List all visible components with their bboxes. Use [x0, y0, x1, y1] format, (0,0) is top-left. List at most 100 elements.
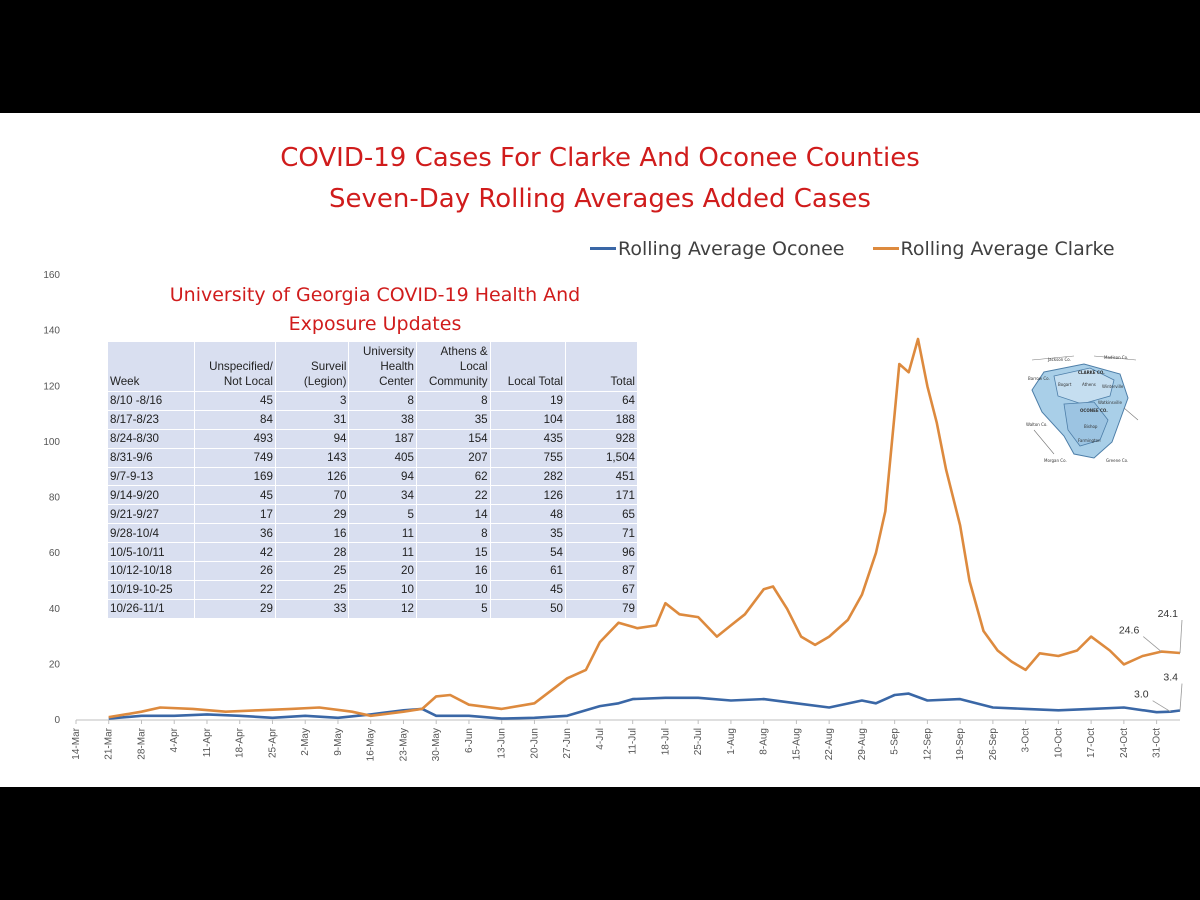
x-tick-label: 2-May: [300, 728, 311, 756]
count-cell: 31: [275, 409, 350, 430]
data-label: 24.1: [1158, 608, 1179, 620]
count-cell: 8: [416, 523, 491, 543]
y-tick-label: 100: [43, 437, 60, 448]
count-cell: 207: [416, 447, 491, 468]
county-map: Jackson Co. Madison Co. Barrow Co. CLARK…: [1024, 350, 1140, 468]
map-oconee-shape: [1063, 401, 1109, 447]
uga-table-header-cell: University Health Center: [348, 342, 417, 392]
data-label-leader: [1143, 636, 1162, 652]
count-cell: 42: [194, 542, 276, 562]
table-row: 9/21-9/27 17 29 5 14 48 65: [108, 504, 639, 524]
uga-table-header-cell: Surveil (Legion): [275, 342, 350, 392]
x-tick-label: 19-Sep: [955, 728, 966, 761]
uga-table-header-text: Surveil: [311, 360, 347, 373]
count-cell: 22: [416, 485, 491, 505]
map-label-morgan: Morgan Co.: [1044, 458, 1067, 463]
week-cell: 10/12-10/18: [108, 561, 195, 581]
count-cell: 20: [348, 561, 417, 581]
table-row: 9/28-10/4 36 16 11 8 35 71: [108, 523, 639, 543]
line-chart: 0 20 40 60 80 100 120 140 160 14-Mar 21-Mar 28-Mar…: [43, 270, 1183, 761]
count-cell: 5: [416, 598, 491, 618]
data-label: 3.0: [1134, 689, 1149, 701]
count-cell: 11: [348, 542, 417, 562]
count-cell: 16: [275, 523, 350, 543]
data-label-leader: [1179, 683, 1183, 711]
legend-item-oconee: Rolling Average Oconee: [590, 238, 844, 260]
count-cell: 50: [490, 598, 566, 618]
map-label-watkinsville: Watkinsville: [1098, 400, 1122, 405]
series-layer: [108, 337, 1181, 720]
x-tick-label: 5-Sep: [890, 728, 901, 755]
y-tick-label: 40: [49, 604, 61, 615]
map-label-winterville: Winterville: [1102, 384, 1124, 389]
legend-label-oconee: Rolling Average Oconee: [618, 237, 845, 260]
x-tick-label: 18-Apr: [235, 727, 246, 758]
count-cell: 94: [348, 466, 417, 486]
uga-table-header: Week Unspecified/Not Local Surveil (Legion)…: [108, 342, 639, 392]
week-cell: 8/24-8/30: [108, 428, 195, 449]
x-tick-label: 10-Oct: [1053, 728, 1064, 758]
x-tick-label: 25-Jul: [693, 728, 704, 755]
week-cell: 8/10 -8/16: [108, 391, 195, 411]
count-cell: 38: [348, 409, 417, 430]
x-tick-label: 23-May: [398, 728, 409, 761]
x-tick-label: 1-Aug: [726, 728, 737, 755]
y-tick-label: 120: [43, 381, 60, 392]
x-tick-label: 29-Aug: [857, 728, 868, 760]
uga-table-body: 8/10 -8/16 45 3 8 8 19 64 8/17-8/23 84 31 38 35 104 1…: [108, 391, 639, 618]
x-tick-label: 11-Apr: [202, 727, 213, 757]
count-cell: 45: [194, 391, 276, 411]
map-label-jackson: Jackson Co.: [1047, 357, 1071, 362]
count-cell: 451: [565, 466, 639, 486]
count-cell: 169: [194, 466, 276, 486]
count-cell: 188: [565, 409, 639, 430]
series-line-oconee: [108, 692, 1181, 720]
count-cell: 84: [194, 409, 276, 430]
map-clarke-shape: [1053, 367, 1115, 405]
uga-table-header-text: Week: [110, 375, 140, 388]
uga-table-header-text: (Legion): [303, 375, 347, 388]
y-tick-label: 140: [43, 326, 60, 337]
map-label-bishop: Bishop: [1084, 424, 1098, 429]
table-row: 8/10 -8/16 45 3 8 8 19 64: [108, 391, 639, 411]
uga-table-header-text: Local Total: [507, 375, 563, 388]
count-cell: 26: [194, 561, 276, 581]
data-label-leader: [1152, 700, 1171, 712]
count-cell: 16: [416, 561, 491, 581]
slide: COVID-19 Cases For Clarke And Oconee Cou…: [0, 113, 1200, 787]
uga-table: Week Unspecified/Not Local Surveil (Legion)…: [108, 342, 639, 618]
y-tick-label: 60: [49, 548, 61, 559]
count-cell: 154: [416, 428, 491, 449]
count-cell: 5: [348, 504, 417, 524]
week-cell: 10/19-10-25: [108, 579, 195, 600]
week-cell: 10/5-10/11: [108, 542, 195, 562]
count-cell: 70: [275, 485, 350, 505]
count-cell: 104: [490, 409, 566, 430]
count-cell: 126: [490, 485, 566, 505]
map-label-madison: Madison Co.: [1104, 355, 1128, 360]
data-label: 3.4: [1163, 672, 1178, 684]
count-cell: 171: [565, 485, 639, 505]
table-row: 9/14-9/20 45 70 34 22 126 171: [108, 485, 639, 505]
chart-subtitle: Seven-Day Rolling Averages Added Cases: [329, 184, 871, 214]
count-cell: 187: [348, 428, 417, 449]
uga-table-header-text: Athens &: [440, 345, 488, 358]
count-cell: 33: [275, 598, 350, 618]
count-cell: 282: [490, 466, 566, 486]
chart-title: COVID-19 Cases For Clarke And Oconee Cou…: [280, 143, 920, 173]
x-tick-label: 14-Mar: [71, 727, 82, 759]
uga-table-header-cell: Week: [108, 342, 195, 392]
inset-subtitle: Exposure Updates: [288, 313, 462, 335]
chart-legend: Rolling Average Oconee Rolling Average C…: [590, 233, 1137, 260]
x-tick-label: 17-Oct: [1086, 728, 1097, 758]
count-cell: 1,504: [565, 447, 639, 468]
count-cell: 48: [490, 504, 566, 524]
x-axis: 14-Mar 21-Mar 28-Mar 4-Apr 11-Apr 18-Apr 25-Ap…: [71, 719, 1180, 761]
week-cell: 9/21-9/27: [108, 504, 195, 524]
count-cell: 405: [348, 447, 417, 468]
x-tick-label: 6-Jun: [464, 728, 475, 753]
x-tick-label: 4-Apr: [169, 727, 180, 752]
count-cell: 64: [565, 391, 639, 411]
count-cell: 62: [416, 466, 491, 486]
count-cell: 25: [275, 561, 350, 581]
